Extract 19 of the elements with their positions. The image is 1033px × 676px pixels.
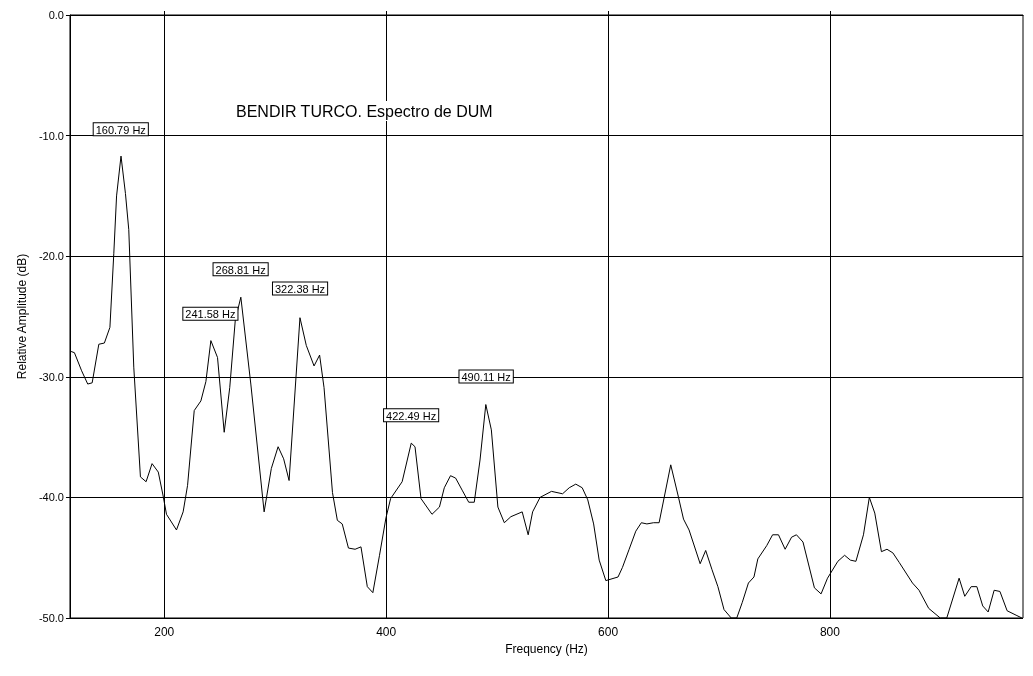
y-tick-label: -30.0 [38,370,64,383]
y-tick-label: -40.0 [38,491,64,504]
x-tick-label: 400 [376,625,397,639]
x-axis-title: Frequency (Hz) [505,641,588,656]
annotation: 490.11 Hz [461,371,511,384]
x-tick-label: 200 [154,625,175,639]
annotation: 322.38 Hz [274,283,326,295]
x-tick-label: 600 [598,625,619,639]
annotation: 268.81 Hz [215,263,266,276]
annotation: 160.79 Hz [95,123,146,136]
x-tick-label: 800 [819,625,841,639]
y-tick-label: -20.0 [38,250,64,263]
annotation: 422.49 Hz [386,409,437,422]
y-tick-label: 0.0 [48,9,64,21]
text: BENDIR TURCO. Espectro de DUM [236,102,493,120]
y-tick-label: -10.0 [38,129,64,142]
annotation: 241.58 Hz [185,308,236,321]
y-axis-title: Relative Amplitude (dB) [15,253,29,380]
y-tick-label: -50.0 [38,612,64,624]
